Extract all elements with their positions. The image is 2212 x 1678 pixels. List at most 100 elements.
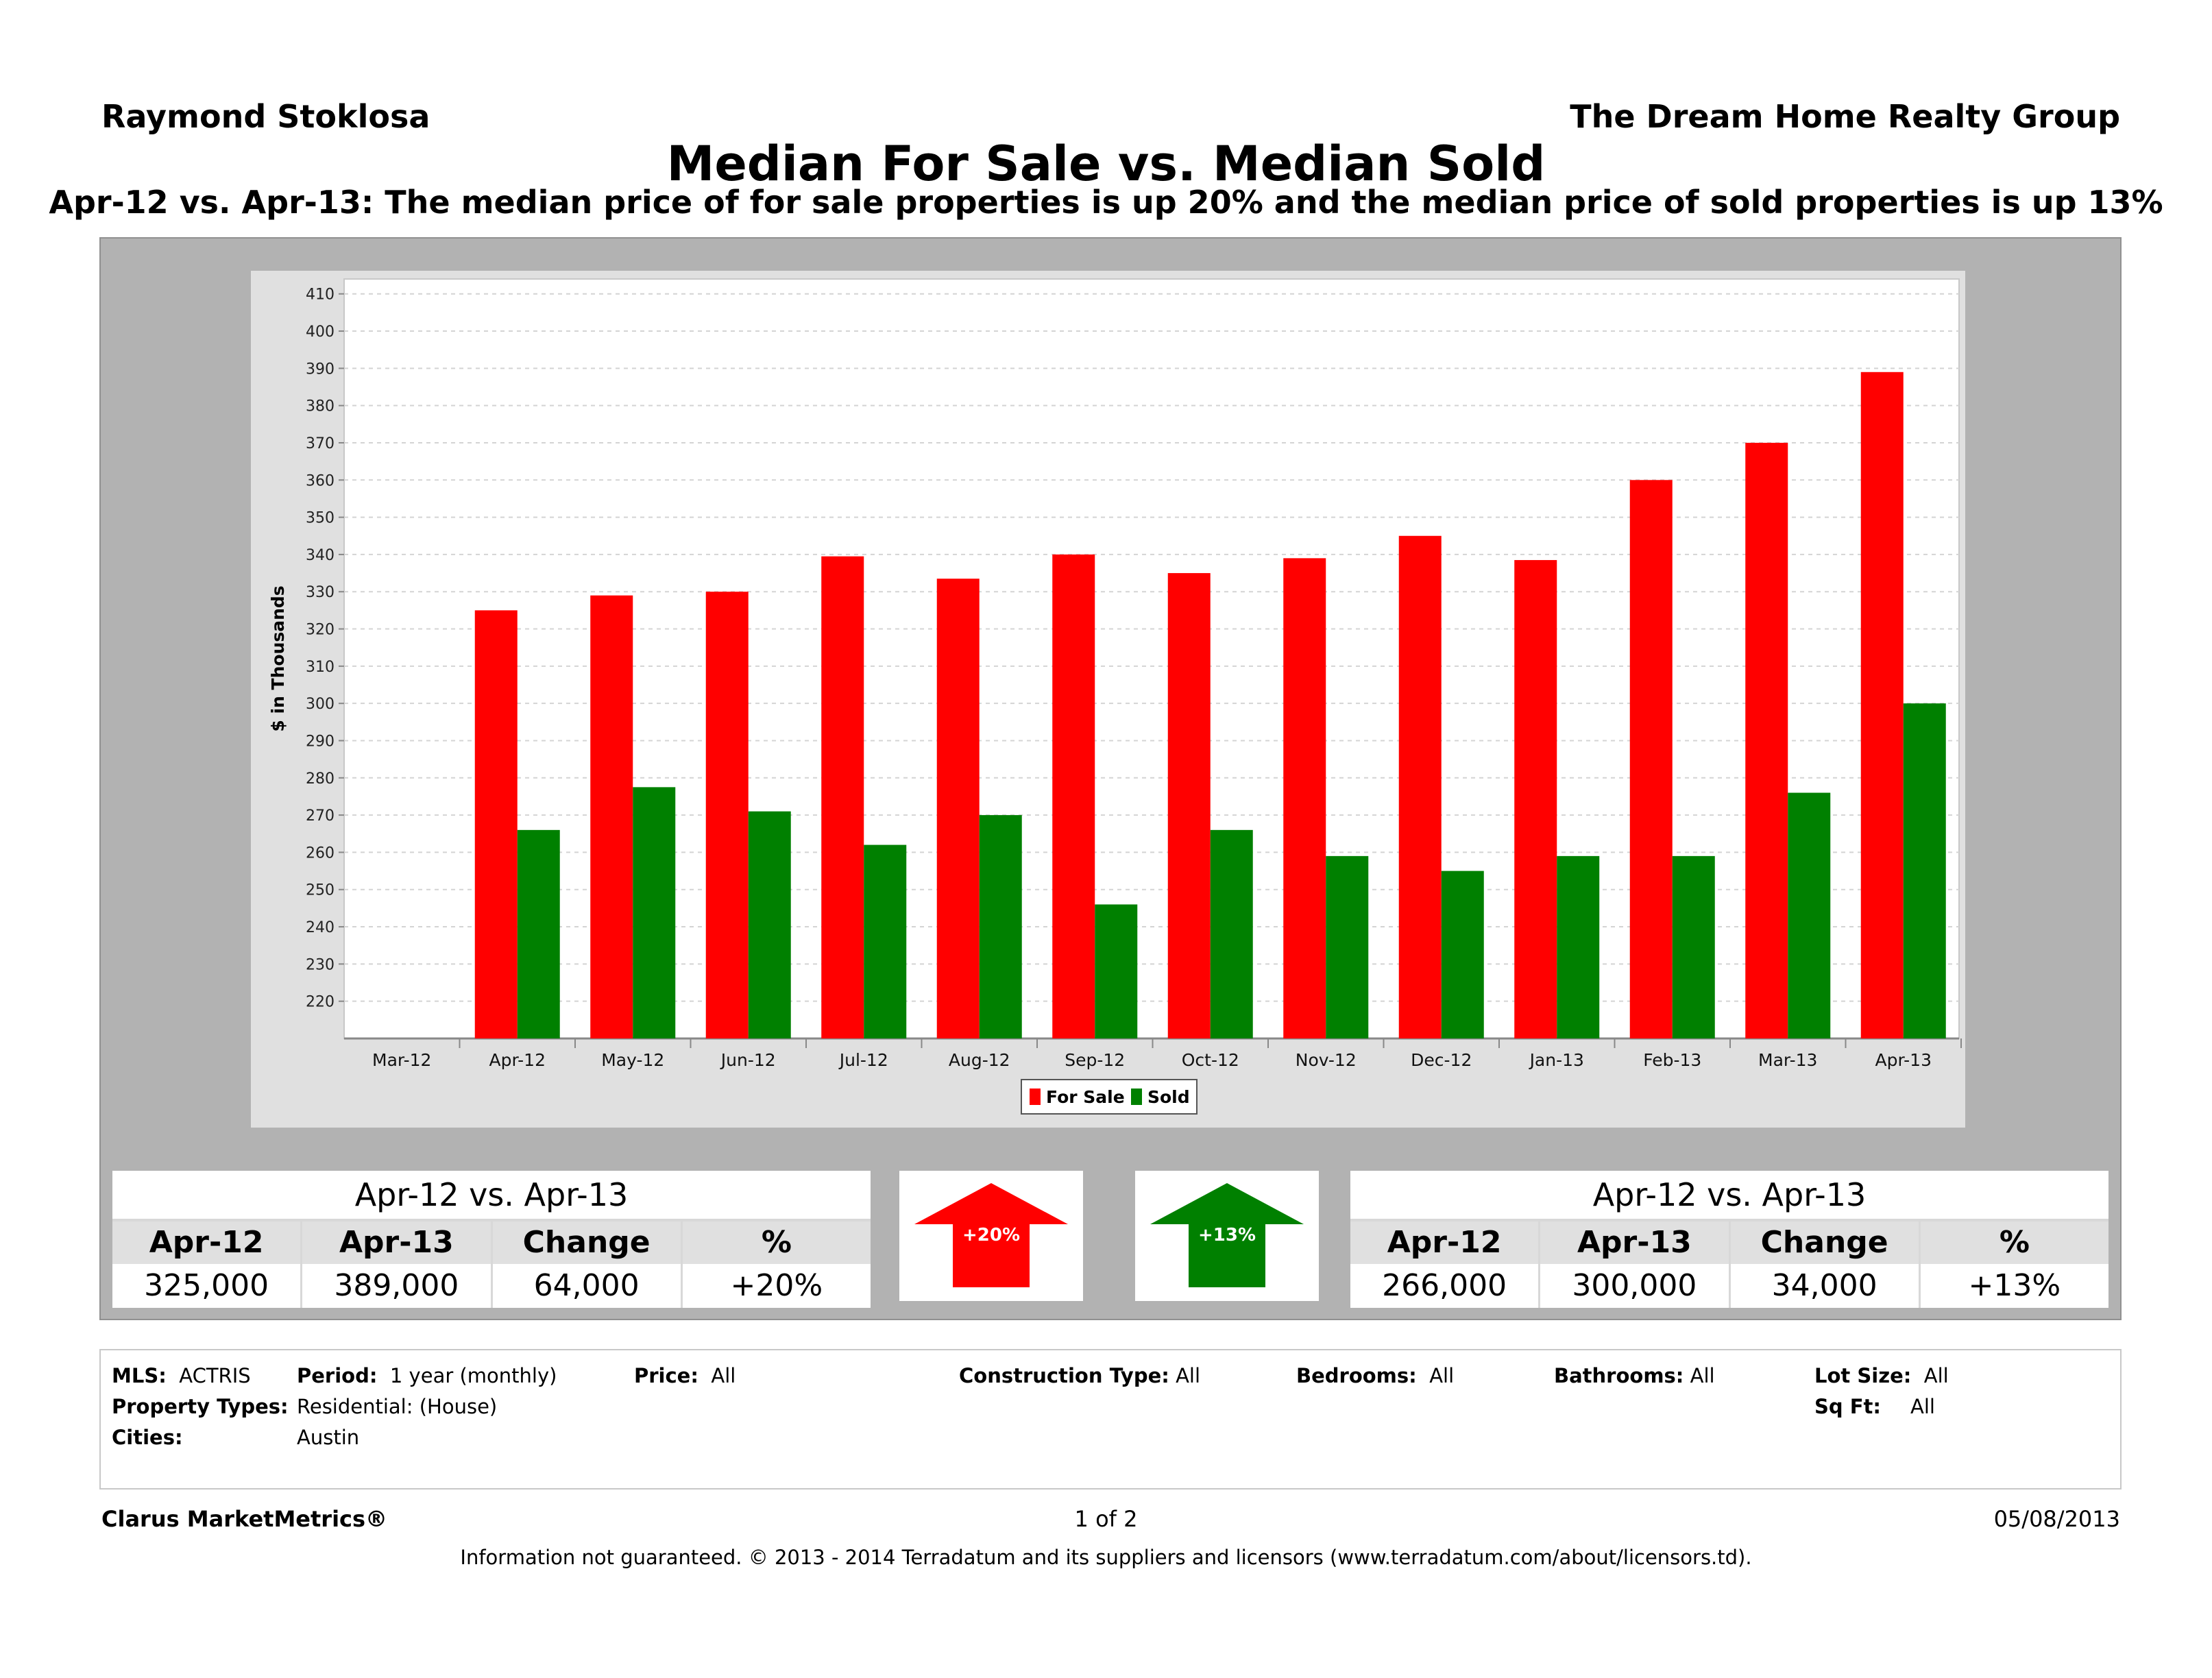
column-header: Apr-12 [1350,1221,1541,1264]
sold-bar [1672,855,1715,1038]
for-sale-arrow-label: +20% [962,1225,1020,1245]
chart-panel: 220 230 240 250 260 270 280 290 300 310 320 330 340 3… [251,271,1965,1128]
filter-mls: MLS: ACTRIS [112,1364,251,1387]
x-tick-label: Sep-12 [1065,1050,1125,1070]
sold-bar [1441,871,1484,1038]
for-sale-bar [1052,554,1095,1038]
filter-sq-ft-value: All [1910,1395,1935,1418]
x-tick-label: Apr-13 [1875,1050,1932,1070]
column-header: % [1999,1225,2030,1260]
for-sale-stats-columns: Apr-12 Apr-13 Change % [112,1221,871,1264]
sold-stats-table: Apr-12 vs. Apr-13 Apr-12 Apr-13 Change %… [1350,1171,2108,1308]
for-sale-bar [1860,372,1904,1038]
y-tick-label: 240 [306,919,335,936]
sold-stats-header: Apr-12 vs. Apr-13 [1350,1171,2108,1221]
for-sale-bar [1745,442,1788,1038]
y-tick-label: 340 [306,547,335,564]
y-tick-label: 390 [306,361,335,378]
sold-arrow-label: +13% [1198,1225,1256,1245]
legend-label: Sold [1147,1087,1190,1107]
sold-bar [864,844,907,1038]
filter-property-types: Property Types: [112,1395,289,1418]
y-tick-label: 400 [306,324,335,341]
column-header: Apr-13 [302,1221,493,1264]
for-sale-bar [705,592,749,1038]
for-sale-bar [821,556,864,1038]
x-tick-label: Nov-12 [1296,1050,1357,1070]
y-tick-label: 330 [306,584,335,601]
legend-swatch [1030,1089,1041,1105]
sold-bar [1788,792,1831,1038]
stat-value: 300,000 [1540,1264,1731,1308]
sold-bar [748,811,791,1038]
x-tick-label: Jun-12 [720,1050,776,1070]
x-tick-label: Aug-12 [949,1050,1010,1070]
filter-period: Period: 1 year (monthly) [297,1364,557,1387]
x-tick-label: Jan-13 [1529,1050,1584,1070]
filter-property-types-value: Residential: (House) [297,1395,498,1418]
sold-bar [1095,904,1138,1038]
sold-stats-columns: Apr-12 Apr-13 Change % [1350,1221,2108,1264]
column-header: % [761,1225,792,1260]
column-header: Change [493,1221,683,1264]
for-sale-bar [474,610,518,1038]
y-tick-label: 370 [306,435,335,452]
y-tick-label: 250 [306,882,335,899]
y-tick-label: 410 [306,287,335,304]
y-tick-label: 260 [306,844,335,862]
for-sale-stats-values: 325,000 389,000 64,000 +20% [112,1264,871,1308]
for-sale-change-arrow-box: +20% [899,1171,1083,1301]
legend [1021,1079,1198,1115]
sold-bar [1210,829,1253,1038]
stat-value: 389,000 [302,1264,493,1308]
sold-change-arrow-box: +13% [1135,1171,1319,1301]
footer-brand: Clarus MarketMetrics® [101,1506,388,1532]
for-sale-bar [1283,558,1326,1038]
x-tick-label: Apr-12 [489,1050,546,1070]
x-tick-label: Feb-13 [1643,1050,1701,1070]
sold-bar [1903,703,1946,1038]
column-header: Apr-12 [112,1221,303,1264]
sold-stats-values: 266,000 300,000 34,000 +13% [1350,1264,2108,1308]
report-title: Median For Sale vs. Median Sold [666,136,1546,192]
sold-bar [979,815,1022,1038]
stat-value: 34,000 [1731,1264,1921,1308]
for-sale-bar [1398,535,1442,1038]
filter-lot-size: Lot Size: All [1814,1364,1949,1387]
sold-bar [1557,855,1600,1038]
for-sale-bar [1629,480,1673,1038]
for-sale-bar [936,579,980,1038]
stat-value: 64,000 [493,1264,683,1308]
legend-label: For Sale [1046,1087,1125,1107]
y-tick-label: 310 [306,659,335,676]
stat-value: 266,000 [1350,1264,1541,1308]
for-sale-bar [1167,573,1211,1038]
y-tick-label: 220 [306,994,335,1011]
y-tick-label: 280 [306,770,335,788]
x-tick-label: May-12 [601,1050,664,1070]
filter-bathrooms: Bathrooms: All [1554,1364,1715,1387]
for-sale-bar [1514,560,1557,1038]
sold-bar [633,787,676,1038]
stat-value: 325,000 [112,1264,303,1308]
plot-area [343,278,1960,1039]
filter-bedrooms: Bedrooms: All [1296,1364,1455,1387]
arrow-up-icon: +13% [1150,1183,1304,1287]
y-tick-label: 360 [306,472,335,489]
filter-construction: Construction Type: All [959,1364,1201,1387]
sold-bar [1326,855,1369,1038]
for-sale-stats-table: Apr-12 vs. Apr-13 Apr-12 Apr-13 Change %… [112,1171,871,1308]
filter-cities-value: Austin [297,1426,360,1449]
sold-bar [517,829,560,1038]
report-subtitle: Apr-12 vs. Apr-13: The median price of f… [49,184,2163,221]
filter-price: Price: All [634,1364,736,1387]
y-tick-label: 270 [306,807,335,825]
filter-sq-ft: Sq Ft: [1814,1395,1882,1418]
for-sale-stats-header: Apr-12 vs. Apr-13 [112,1171,871,1221]
y-tick-label: 380 [306,398,335,415]
x-tick-label: Jul-12 [838,1050,888,1070]
column-header: Change [1731,1221,1921,1264]
x-tick-label: Dec-12 [1411,1050,1472,1070]
y-tick-label: 320 [306,622,335,639]
y-tick-label: 230 [306,956,335,973]
